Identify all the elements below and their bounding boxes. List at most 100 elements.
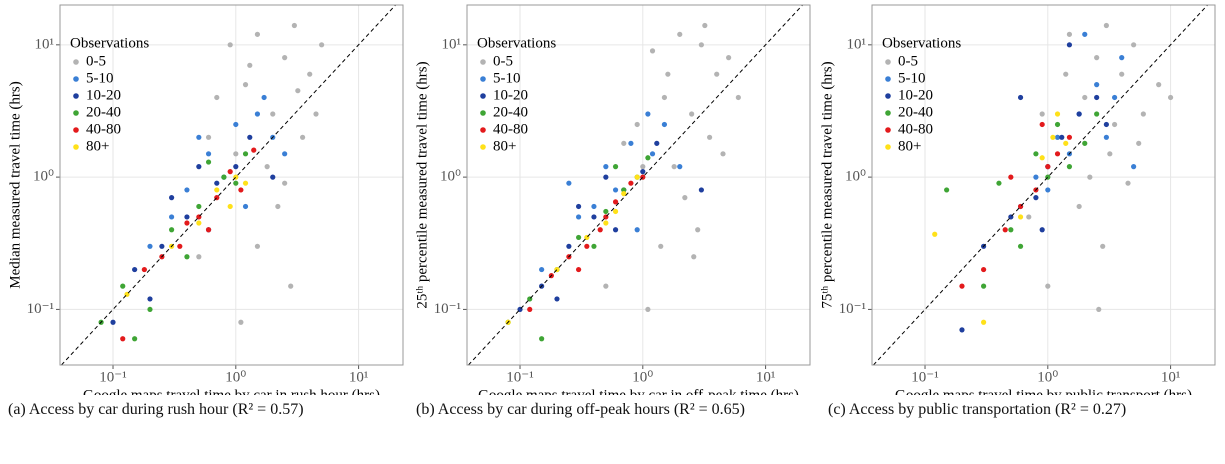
point <box>959 283 965 289</box>
point <box>612 164 619 170</box>
plot-border <box>59 4 404 366</box>
points <box>505 22 741 342</box>
point <box>603 208 609 215</box>
point <box>1066 31 1073 37</box>
point <box>634 227 640 233</box>
point <box>242 180 249 186</box>
point <box>1050 134 1056 140</box>
legend-marker <box>73 127 79 133</box>
caption: (b) Access by car during off-peak hours … <box>416 401 745 418</box>
point <box>714 71 720 77</box>
point <box>539 266 545 273</box>
legend-marker <box>480 144 486 150</box>
point <box>184 220 190 226</box>
point <box>1063 140 1069 146</box>
point <box>184 254 190 260</box>
point <box>242 151 249 157</box>
legend-label: 40-80 <box>493 121 528 137</box>
point <box>233 121 239 128</box>
point <box>735 94 741 101</box>
point <box>132 336 138 342</box>
x-tick-label: 10⁰ <box>1037 369 1058 385</box>
point <box>196 164 202 170</box>
point <box>1103 22 1109 29</box>
point <box>591 214 597 220</box>
point <box>120 283 126 289</box>
legend-label: 40-80 <box>86 121 121 137</box>
point <box>1082 140 1088 146</box>
point <box>621 187 627 193</box>
legend-marker <box>73 144 79 150</box>
point <box>254 243 261 249</box>
point <box>1131 164 1137 170</box>
legend-marker <box>480 127 486 133</box>
point <box>1039 121 1045 128</box>
point <box>247 62 253 68</box>
point <box>227 203 233 210</box>
point <box>300 134 306 140</box>
point <box>603 283 609 289</box>
point <box>720 151 726 157</box>
point <box>1008 174 1014 180</box>
point <box>621 191 627 197</box>
point <box>1156 82 1162 88</box>
point <box>649 151 656 157</box>
point <box>169 195 175 201</box>
point <box>1059 134 1065 140</box>
point <box>1033 195 1039 201</box>
point <box>1063 71 1069 77</box>
point <box>1094 55 1100 61</box>
y-axis-label: 75ᵗʰ percentile measured travel time (hr… <box>819 61 835 308</box>
point <box>576 214 582 220</box>
point <box>1017 94 1024 101</box>
point <box>214 94 220 101</box>
point <box>205 159 212 165</box>
point <box>1094 94 1100 101</box>
point <box>702 22 708 29</box>
point <box>612 187 619 193</box>
caption: (a) Access by car during rush hour (R² =… <box>8 401 304 418</box>
legend-marker <box>480 93 486 99</box>
point <box>554 296 560 302</box>
point <box>959 327 965 333</box>
point <box>612 208 619 215</box>
point <box>707 134 713 140</box>
point <box>1033 151 1039 157</box>
legend-marker <box>73 93 79 99</box>
point <box>1045 283 1051 289</box>
point <box>1131 42 1137 48</box>
point <box>184 214 190 220</box>
x-tick-label: 10⁰ <box>225 369 246 385</box>
legend-label: 40-80 <box>898 121 933 137</box>
identity-line <box>873 4 1208 366</box>
point <box>677 31 683 37</box>
point <box>932 231 938 237</box>
point <box>205 134 212 140</box>
point <box>1054 134 1061 140</box>
point <box>233 164 239 170</box>
point <box>1125 180 1131 186</box>
point <box>1103 121 1109 128</box>
point <box>169 227 175 233</box>
x-tick-label: 10¹ <box>349 369 369 385</box>
legend-marker <box>885 110 891 116</box>
point <box>566 243 572 249</box>
point <box>597 227 603 233</box>
y-tick-label: 10⁻¹ <box>434 301 461 317</box>
x-axis-label: Google maps travel time by car in rush h… <box>83 387 380 395</box>
point <box>1107 151 1113 157</box>
plot-border <box>466 4 811 366</box>
y-tick-label: 10¹ <box>442 36 462 52</box>
legend-label: 20-40 <box>86 104 121 120</box>
point <box>270 174 276 180</box>
legend-marker <box>73 59 79 65</box>
point <box>645 306 651 313</box>
point <box>1103 134 1109 140</box>
point <box>1054 111 1061 117</box>
point <box>576 234 582 241</box>
point <box>1054 121 1061 128</box>
point <box>576 266 582 273</box>
legend-marker <box>73 110 79 116</box>
point <box>698 187 704 193</box>
point <box>214 180 220 186</box>
